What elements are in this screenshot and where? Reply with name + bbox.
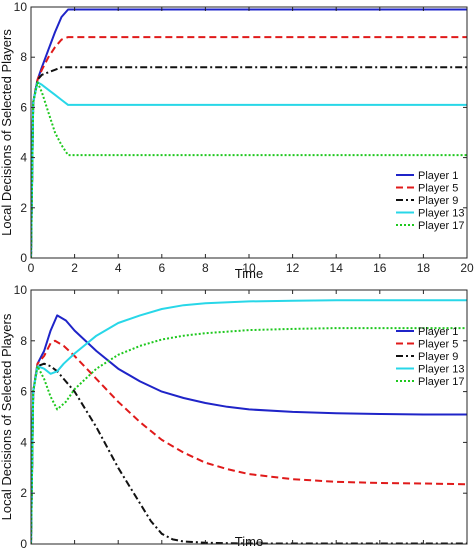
plot-frame xyxy=(30,289,468,545)
legend-entry: Player 9 xyxy=(418,351,458,363)
legend-entry: Player 17 xyxy=(418,220,464,232)
series-line-player-17 xyxy=(31,81,467,258)
legend-entry: Player 13 xyxy=(418,364,464,376)
x-tick-label: 12 xyxy=(286,261,300,275)
y-axis-label: Local Decisions of Selected Players xyxy=(0,29,14,236)
x-tick-label: 16 xyxy=(373,261,387,275)
x-axis-label: Time xyxy=(235,534,263,548)
y-tick-label: 8 xyxy=(20,50,27,64)
x-tick-label: 6 xyxy=(158,261,165,275)
x-tick-label: 14 xyxy=(330,261,344,275)
y-tick-label: 2 xyxy=(20,486,27,500)
y-tick-label: 4 xyxy=(20,151,27,165)
y-tick-label: 4 xyxy=(20,435,27,449)
series-line-player-1 xyxy=(31,314,467,544)
x-axis-label: Time xyxy=(235,266,263,281)
x-tick-label: 10 xyxy=(242,261,256,275)
y-axis-label: Local Decisions of Selected Players xyxy=(0,313,14,520)
x-tick-label: 4 xyxy=(115,261,122,275)
y-tick-label: 6 xyxy=(20,100,27,114)
series-line-player-9 xyxy=(31,362,467,544)
legend-entry: Player 1 xyxy=(418,326,458,338)
legend-entry: Player 5 xyxy=(418,339,458,351)
legend-entry: Player 1 xyxy=(418,170,458,182)
x-tick-label: 2 xyxy=(71,261,78,275)
series-line-player-5 xyxy=(31,339,467,544)
y-tick-label: 6 xyxy=(20,385,27,399)
legend-entry: Player 5 xyxy=(418,183,458,195)
x-tick-label: 0 xyxy=(28,261,35,275)
y-tick-label: 0 xyxy=(20,251,27,265)
series-line-player-5 xyxy=(31,36,467,258)
series-line-player-9 xyxy=(31,66,467,258)
legend-entry: Player 13 xyxy=(418,208,464,220)
y-tick-label: 10 xyxy=(14,0,28,14)
y-tick-label: 10 xyxy=(14,283,28,297)
legend-entry: Player 17 xyxy=(418,376,464,388)
series-line-player-13 xyxy=(31,81,467,258)
series-line-player-17 xyxy=(31,327,467,544)
series-line-player-1 xyxy=(31,8,467,258)
x-tick-label: 8 xyxy=(202,261,209,275)
legend-entry: Player 9 xyxy=(418,195,458,207)
plot-frame xyxy=(30,6,468,259)
y-tick-label: 8 xyxy=(20,334,27,348)
series-line-player-13 xyxy=(31,299,467,544)
y-tick-label: 2 xyxy=(20,201,27,215)
x-tick-label: 20 xyxy=(460,261,474,275)
y-tick-label: 0 xyxy=(20,537,27,548)
x-tick-label: 18 xyxy=(417,261,431,275)
